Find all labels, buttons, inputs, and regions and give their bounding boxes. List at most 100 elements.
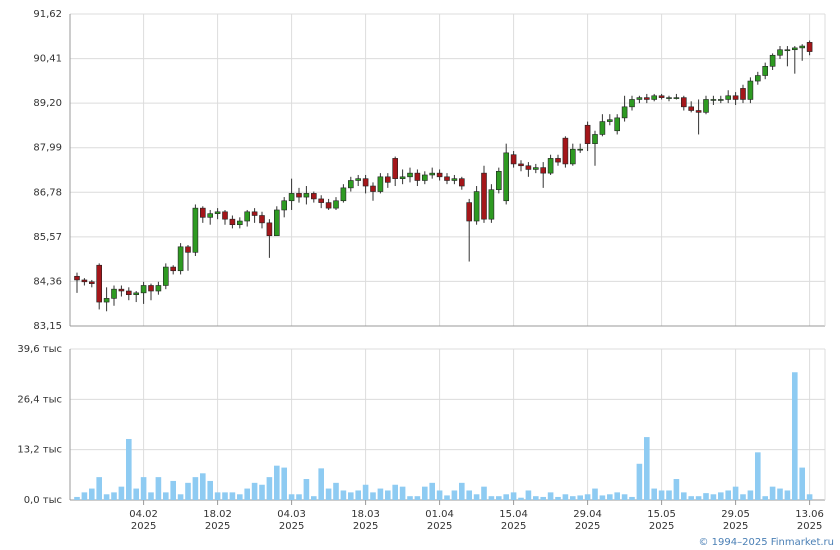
candle-body: [392, 158, 399, 179]
candle-body: [200, 207, 206, 218]
y-tick-label: 84,36: [33, 276, 62, 287]
y-tick-label: 83,15: [33, 321, 62, 332]
x-tick-year: 2025: [723, 521, 748, 532]
candle-body: [710, 99, 717, 101]
candle-body: [688, 106, 695, 111]
volume-bar: [148, 492, 154, 500]
volume-bar: [718, 492, 724, 500]
candle-body: [569, 148, 576, 165]
volume-bar: [237, 494, 243, 500]
volume-bar: [444, 495, 450, 500]
volume-bar: [496, 496, 502, 500]
volume-bar: [392, 484, 398, 500]
candle-body: [555, 158, 561, 163]
volume-bar: [510, 492, 517, 500]
candle-body: [74, 275, 80, 281]
candle-body: [695, 110, 702, 113]
volume-bar: [658, 490, 665, 500]
candle-body: [666, 97, 672, 99]
volume-bar: [651, 488, 657, 500]
volume-bar: [303, 479, 310, 500]
candle-body: [732, 95, 739, 100]
candle-body: [148, 285, 154, 292]
volume-bar: [473, 494, 480, 500]
volume-bar: [362, 484, 369, 500]
y-tick-label: 39,6 тыс: [17, 344, 62, 355]
candle-body: [636, 97, 643, 100]
volume-bar: [288, 494, 295, 500]
candle-body: [281, 200, 288, 211]
candle-body: [266, 222, 273, 237]
volume-bar: [725, 490, 731, 500]
volume-bar: [607, 494, 613, 500]
volume-bar: [96, 477, 102, 500]
volume-bar: [784, 490, 791, 500]
x-tick-year: 2025: [797, 521, 822, 532]
candle-body: [518, 163, 524, 167]
volume-bar: [355, 490, 361, 500]
candle-body: [769, 54, 776, 67]
candle-body: [89, 281, 95, 284]
volume-bar: [259, 484, 265, 500]
volume-bar: [592, 488, 598, 500]
candle-body: [318, 198, 325, 203]
candle-body: [592, 134, 598, 144]
candle-body: [288, 193, 295, 202]
candle-body: [532, 167, 539, 170]
candle-body: [643, 97, 650, 100]
volume-bar: [74, 496, 80, 500]
volume-bar: [170, 480, 176, 500]
volume-bar: [703, 493, 709, 500]
x-tick-year: 2025: [353, 521, 378, 532]
candle-body: [421, 174, 428, 181]
candle-body: [259, 215, 265, 224]
y-tick-label: 26,4 тыс: [17, 394, 62, 405]
candle-body: [185, 246, 191, 253]
candle-body: [333, 200, 339, 209]
volume-bar: [762, 496, 768, 500]
candle-body: [118, 288, 125, 292]
volume-bar: [318, 468, 324, 500]
candle-body: [362, 178, 369, 187]
candle-body: [584, 124, 591, 144]
candle-body: [614, 117, 621, 132]
candle-body: [340, 187, 347, 202]
candle-body: [503, 152, 510, 202]
candle-body: [214, 211, 221, 214]
volume-bar: [740, 494, 746, 500]
candle-body: [244, 211, 250, 222]
x-tick-year: 2025: [575, 521, 600, 532]
candle-body: [399, 176, 406, 179]
volume-bar: [540, 496, 546, 500]
candle-body: [651, 95, 658, 100]
volume-bar: [533, 496, 539, 500]
volume-bar: [163, 492, 169, 500]
volume-bar: [251, 482, 258, 500]
candle-body: [429, 172, 436, 176]
y-tick-label: 0,0 тыс: [24, 495, 62, 506]
y-tick-label: 85,57: [33, 232, 62, 243]
volume-bar: [681, 492, 687, 500]
x-tick-year: 2025: [501, 521, 526, 532]
candle-body: [81, 279, 88, 283]
volume-bar: [177, 494, 184, 500]
x-tick-label: 01.04: [425, 509, 454, 520]
candle-body: [192, 207, 199, 253]
x-tick-label: 18.02: [203, 509, 232, 520]
volume-bar: [481, 486, 487, 500]
candle-body: [495, 170, 502, 191]
x-tick-label: 15.04: [499, 509, 528, 520]
y-tick-label: 87,99: [33, 143, 62, 154]
volume-bar: [266, 477, 273, 500]
volume-bar: [274, 465, 280, 500]
candle-body: [103, 298, 110, 303]
candle-body: [606, 119, 613, 122]
x-tick-label: 29.04: [573, 509, 602, 520]
volume-bar: [599, 495, 606, 500]
volume-bar: [340, 490, 347, 500]
volume-bar: [732, 486, 739, 500]
volume-bar: [200, 473, 206, 500]
volume-bar: [222, 492, 228, 500]
y-tick-label: 90,41: [33, 54, 62, 65]
candle-body: [407, 172, 413, 178]
